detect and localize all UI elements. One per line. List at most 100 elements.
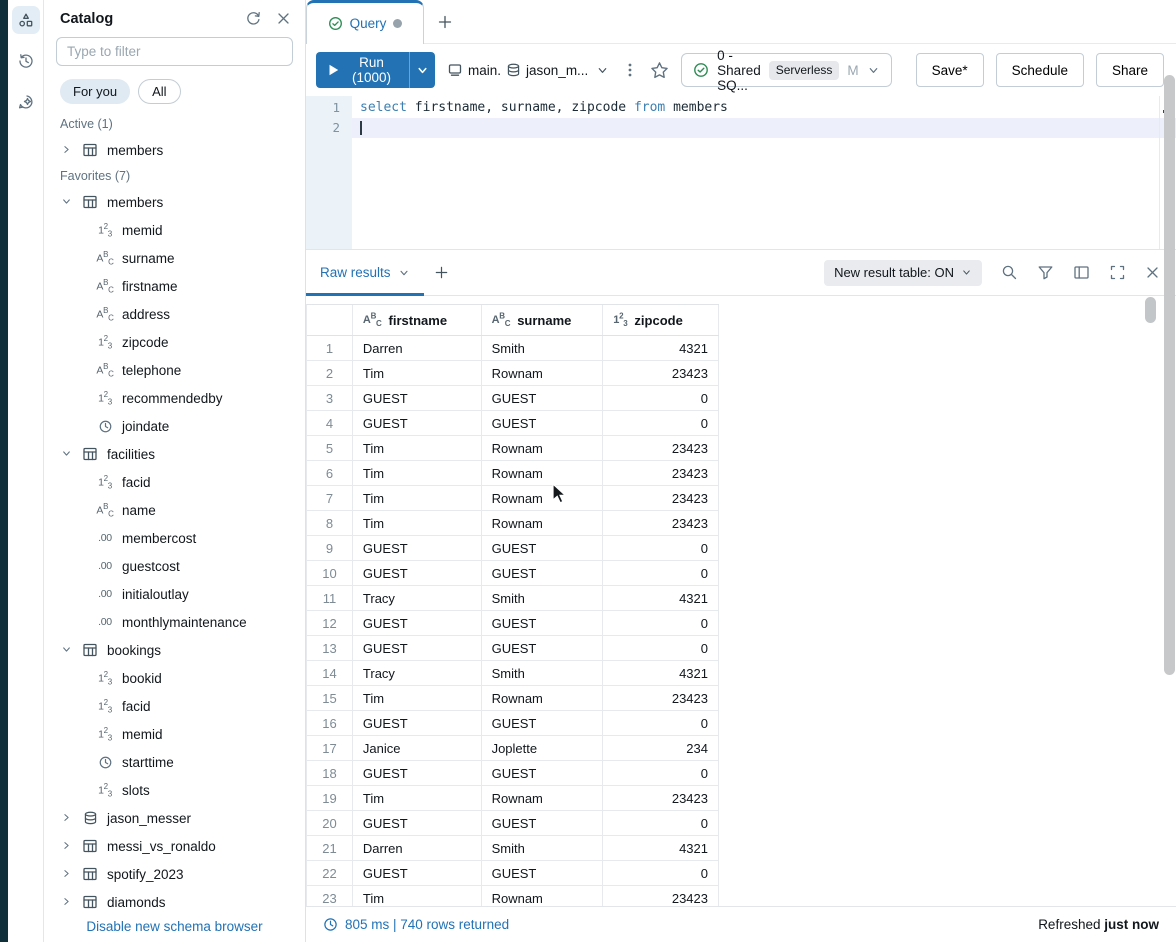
- save-button[interactable]: Save*: [915, 53, 984, 87]
- run-options-chevron[interactable]: [410, 52, 435, 88]
- tab-query[interactable]: Query: [306, 0, 424, 44]
- catalog-tree-item-spotify_2023[interactable]: spotify_2023: [44, 860, 305, 888]
- table-cell[interactable]: Tim: [353, 686, 482, 710]
- table-row[interactable]: 1 Darren Smith 4321: [307, 336, 719, 361]
- table-row[interactable]: 14 Tracy Smith 4321: [307, 661, 719, 686]
- table-cell[interactable]: 234: [603, 736, 719, 760]
- table-cell[interactable]: 0: [603, 861, 719, 885]
- column-header-surname[interactable]: ABC surname: [482, 305, 604, 335]
- side-panel-icon[interactable]: [1073, 264, 1090, 281]
- table-cell[interactable]: 23423: [603, 786, 719, 810]
- table-cell[interactable]: GUEST: [482, 861, 604, 885]
- table-cell[interactable]: 0: [603, 611, 719, 635]
- table-cell[interactable]: Tim: [353, 361, 482, 385]
- table-cell[interactable]: Rownam: [482, 436, 604, 460]
- table-cell[interactable]: Rownam: [482, 486, 604, 510]
- new-tab-button[interactable]: [424, 0, 466, 43]
- table-cell[interactable]: GUEST: [482, 636, 604, 660]
- code-line[interactable]: [352, 118, 1176, 138]
- disable-schema-browser-link[interactable]: Disable new schema browser: [86, 919, 263, 934]
- editor-code-area[interactable]: select firstname, surname, zipcode from …: [352, 96, 1176, 249]
- catalog-tree-item-bookid[interactable]: 123 bookid: [44, 664, 305, 692]
- table-cell[interactable]: Rownam: [482, 361, 604, 385]
- catalog-tree-item-facilities[interactable]: facilities: [44, 440, 305, 468]
- table-cell[interactable]: Tim: [353, 461, 482, 485]
- table-cell[interactable]: Rownam: [482, 786, 604, 810]
- catalog-tree-item-members[interactable]: members: [44, 136, 305, 164]
- results-table[interactable]: ABC firstname ABC surname 123 zipcode 1 Darren S…: [306, 304, 719, 906]
- table-cell[interactable]: Rownam: [482, 686, 604, 710]
- favorite-star-icon[interactable]: [650, 61, 669, 80]
- query-stats-link[interactable]: 805 ms | 740 rows returned: [323, 917, 509, 932]
- table-cell[interactable]: Smith: [482, 336, 604, 360]
- catalog-tree-item-address[interactable]: ABC address: [44, 300, 305, 328]
- close-panel-icon[interactable]: [276, 11, 291, 26]
- table-row[interactable]: 5 Tim Rownam 23423: [307, 436, 719, 461]
- table-cell[interactable]: 4321: [603, 586, 719, 610]
- table-cell[interactable]: 23423: [603, 486, 719, 510]
- catalog-tree-item-messi_vs_ronaldo[interactable]: messi_vs_ronaldo: [44, 832, 305, 860]
- code-line[interactable]: select firstname, surname, zipcode from …: [352, 98, 1176, 118]
- table-cell[interactable]: GUEST: [353, 861, 482, 885]
- results-scrollbar-thumb[interactable]: [1145, 297, 1156, 323]
- table-cell[interactable]: GUEST: [482, 411, 604, 435]
- table-cell[interactable]: GUEST: [482, 386, 604, 410]
- table-cell[interactable]: GUEST: [353, 811, 482, 835]
- catalog-tree-item-recommendedby[interactable]: 123 recommendedby: [44, 384, 305, 412]
- schema-browser-rail-button[interactable]: [11, 6, 40, 34]
- catalog-schema-selector[interactable]: main. jason_m...: [447, 62, 609, 78]
- table-cell[interactable]: 0: [603, 761, 719, 785]
- table-cell[interactable]: Tim: [353, 886, 482, 906]
- catalog-tree-item-jason_messer[interactable]: jason_messer: [44, 804, 305, 832]
- assistant-rail-button[interactable]: [12, 88, 40, 116]
- chevron-down-icon[interactable]: [398, 267, 410, 279]
- table-cell[interactable]: Tim: [353, 511, 482, 535]
- refresh-icon[interactable]: [245, 10, 262, 27]
- catalog-tree-item-memid[interactable]: 123 memid: [44, 216, 305, 244]
- new-result-table-toggle[interactable]: New result table: ON: [824, 259, 982, 286]
- table-cell[interactable]: 23423: [603, 686, 719, 710]
- table-cell[interactable]: GUEST: [353, 411, 482, 435]
- table-cell[interactable]: 4321: [603, 836, 719, 860]
- table-cell[interactable]: 0: [603, 811, 719, 835]
- table-cell[interactable]: Smith: [482, 586, 604, 610]
- fullscreen-icon[interactable]: [1109, 264, 1126, 281]
- table-row[interactable]: 2 Tim Rownam 23423: [307, 361, 719, 386]
- table-cell[interactable]: 0: [603, 561, 719, 585]
- table-cell[interactable]: Janice: [353, 736, 482, 760]
- run-button[interactable]: Run (1000): [316, 52, 436, 88]
- catalog-tree-item-bookings[interactable]: bookings: [44, 636, 305, 664]
- table-row[interactable]: 12 GUEST GUEST 0: [307, 611, 719, 636]
- close-results-icon[interactable]: [1145, 265, 1160, 280]
- table-cell[interactable]: GUEST: [482, 761, 604, 785]
- table-row[interactable]: 11 Tracy Smith 4321: [307, 586, 719, 611]
- table-cell[interactable]: GUEST: [353, 611, 482, 635]
- chevron-down-icon[interactable]: [60, 195, 74, 209]
- search-icon[interactable]: [1001, 264, 1018, 281]
- catalog-tree-item-memid[interactable]: 123 memid: [44, 720, 305, 748]
- table-cell[interactable]: 0: [603, 536, 719, 560]
- share-button[interactable]: Share: [1095, 53, 1164, 87]
- table-row[interactable]: 18 GUEST GUEST 0: [307, 761, 719, 786]
- table-cell[interactable]: 4321: [603, 336, 719, 360]
- table-cell[interactable]: Darren: [353, 336, 482, 360]
- table-cell[interactable]: 23423: [603, 361, 719, 385]
- table-row[interactable]: 10 GUEST GUEST 0: [307, 561, 719, 586]
- table-cell[interactable]: 23423: [603, 461, 719, 485]
- table-row[interactable]: 19 Tim Rownam 23423: [307, 786, 719, 811]
- table-cell[interactable]: Tracy: [353, 586, 482, 610]
- table-cell[interactable]: 23423: [603, 436, 719, 460]
- catalog-tree-item-facid[interactable]: 123 facid: [44, 692, 305, 720]
- table-cell[interactable]: Rownam: [482, 511, 604, 535]
- table-row[interactable]: 6 Tim Rownam 23423: [307, 461, 719, 486]
- catalog-tree-item-starttime[interactable]: starttime: [44, 748, 305, 776]
- table-row[interactable]: 15 Tim Rownam 23423: [307, 686, 719, 711]
- catalog-tree-item-joindate[interactable]: joindate: [44, 412, 305, 440]
- page-scrollbar-thumb[interactable]: [1164, 75, 1175, 675]
- column-header-firstname[interactable]: ABC firstname: [353, 305, 482, 335]
- catalog-tree-item-name[interactable]: ABC name: [44, 496, 305, 524]
- kebab-menu-icon[interactable]: [621, 61, 638, 79]
- table-cell[interactable]: Joplette: [482, 736, 604, 760]
- table-row[interactable]: 21 Darren Smith 4321: [307, 836, 719, 861]
